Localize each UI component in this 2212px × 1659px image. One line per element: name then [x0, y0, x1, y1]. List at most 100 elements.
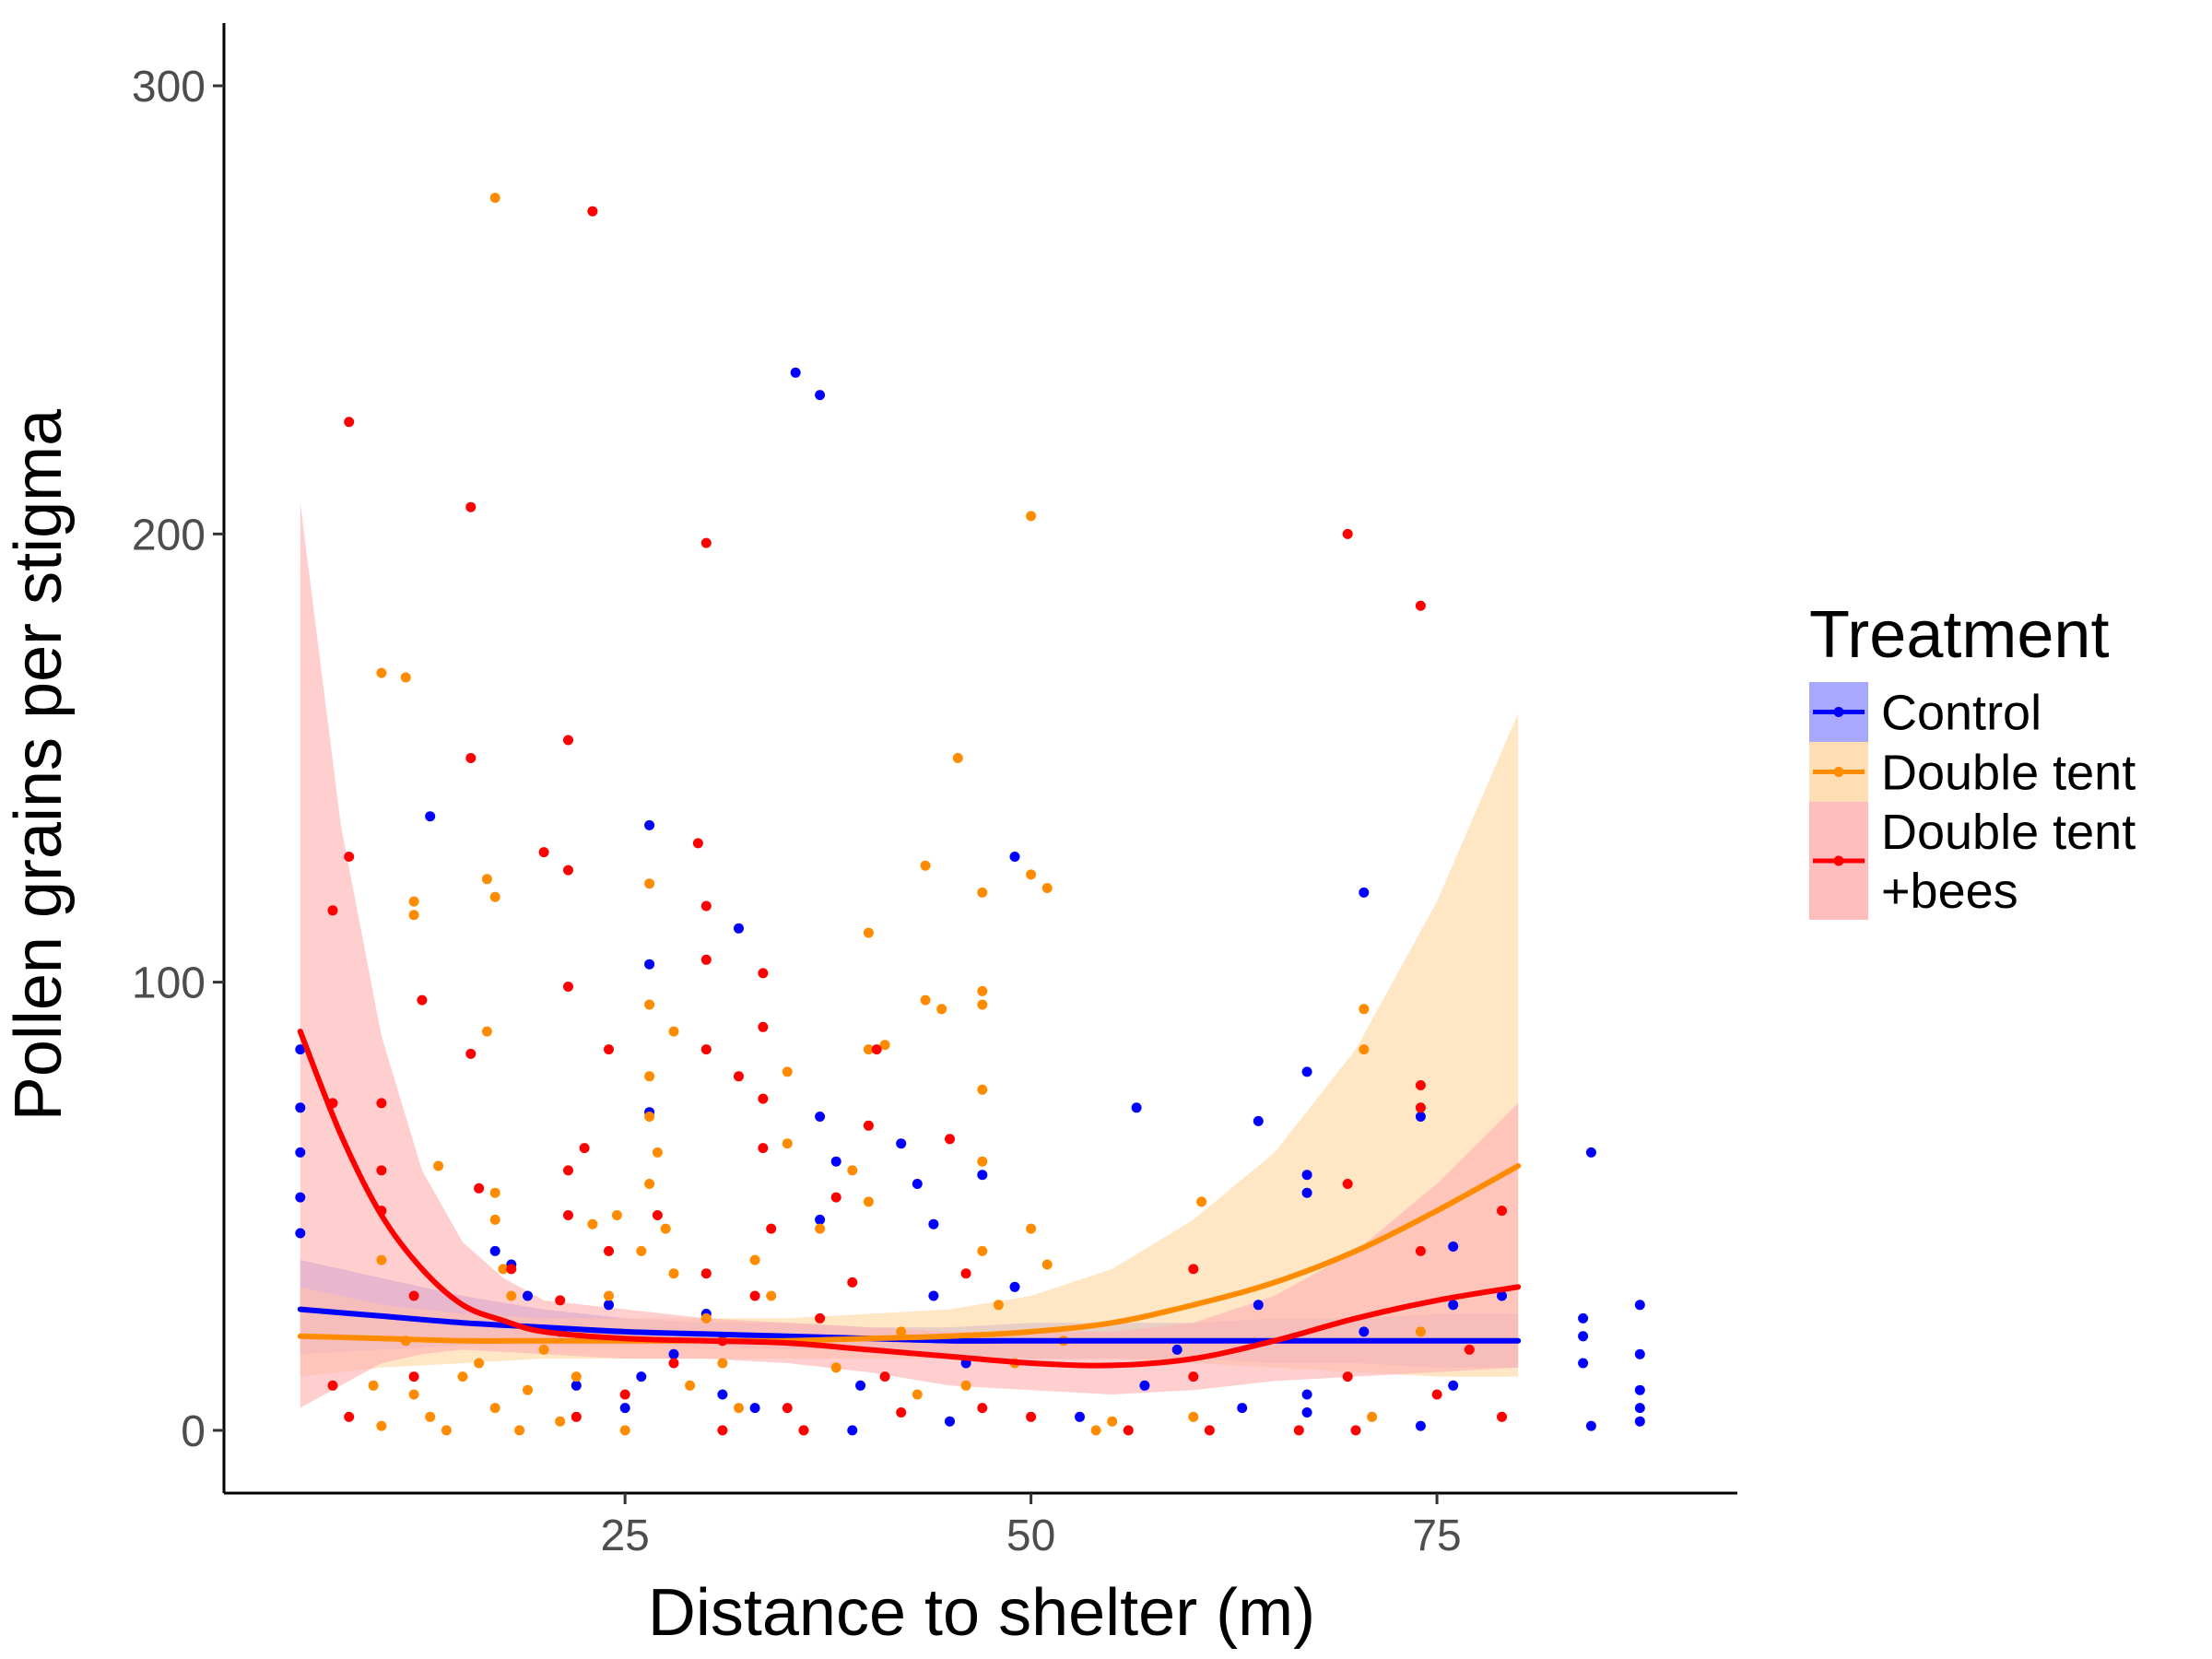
data-point-double-tent-bees [465, 753, 477, 763]
data-point-control [1237, 1403, 1248, 1414]
data-point-double-tent-bees [945, 1134, 955, 1145]
data-point-double-tent [408, 896, 419, 907]
data-point-double-tent-bees [1415, 1102, 1426, 1113]
y-tick-label: 0 [181, 1407, 206, 1456]
data-point-double-tent-bees [408, 1371, 419, 1382]
data-point-double-tent [782, 1066, 793, 1077]
data-point-double-tent-bees [571, 1411, 582, 1422]
y-axis-title: Pollen grains per stigma [2, 408, 76, 1121]
data-point-double-tent [489, 891, 500, 902]
data-point-double-tent [489, 1214, 500, 1225]
data-point-double-tent-bees [766, 1223, 777, 1234]
data-point-control [619, 1403, 630, 1414]
data-point-double-tent-bees [798, 1425, 809, 1436]
data-point-control [636, 1371, 647, 1382]
data-point-double-tent [960, 1380, 971, 1391]
data-point-double-tent-bees [1342, 1371, 1353, 1382]
data-point-control [1415, 1112, 1426, 1122]
data-point-double-tent-bees [1026, 1411, 1037, 1422]
data-point-double-tent [700, 1312, 712, 1324]
data-point-double-tent-bees [758, 968, 769, 979]
data-point-double-tent [489, 1403, 500, 1414]
data-point-control [928, 1218, 939, 1230]
data-point-double-tent [668, 1268, 679, 1279]
data-point-control [1131, 1102, 1142, 1113]
data-point-double-tent [457, 1371, 468, 1382]
data-point-control [1301, 1187, 1312, 1198]
data-point-double-tent-bees [555, 1295, 566, 1306]
data-point-control [668, 1348, 679, 1359]
data-point-double-tent-bees [417, 994, 428, 1006]
data-point-double-tent-bees [692, 838, 703, 849]
data-point-double-tent [1367, 1411, 1378, 1422]
data-point-double-tent [920, 860, 931, 871]
data-point-double-tent-bees [734, 1071, 744, 1082]
y-tick-label: 200 [132, 511, 206, 559]
data-point-double-tent [587, 1218, 598, 1230]
x-tick-label: 25 [600, 1512, 649, 1560]
data-point-double-tent [441, 1425, 452, 1436]
data-point-double-tent-bees [871, 1044, 882, 1055]
data-point-double-tent-bees [474, 1182, 485, 1194]
data-point-control [734, 923, 744, 934]
data-point-double-tent-bees [465, 1048, 477, 1059]
data-point-double-tent [644, 1112, 655, 1122]
data-point-double-tent-bees [376, 1098, 387, 1109]
data-point-control [790, 367, 801, 378]
data-point-double-tent-bees [563, 982, 573, 992]
data-point-double-tent [1090, 1425, 1101, 1436]
data-point-control [815, 1214, 826, 1225]
data-point-double-tent [766, 1290, 777, 1301]
data-point-double-tent [1359, 1044, 1370, 1055]
data-point-double-tent [936, 1004, 947, 1015]
data-point-control [1301, 1389, 1312, 1400]
data-point-double-tent [400, 672, 411, 683]
data-point-control [1009, 1281, 1020, 1292]
data-point-double-tent [644, 878, 655, 889]
data-point-double-tent-bees [563, 865, 573, 876]
data-point-control [815, 390, 826, 401]
data-point-double-tent-bees [1123, 1425, 1134, 1436]
data-point-double-tent [815, 1223, 826, 1234]
data-point-double-tent-bees [619, 1389, 630, 1400]
data-point-double-tent [408, 1389, 419, 1400]
data-point-control [830, 1156, 841, 1167]
y-ticks: 0 100 200 300 [132, 63, 224, 1456]
data-point-double-tent [644, 1179, 655, 1189]
data-point-double-tent [368, 1380, 379, 1391]
data-point-control [896, 1138, 907, 1149]
data-point-double-tent [879, 1040, 890, 1051]
data-point-double-tent-bees [506, 1264, 517, 1275]
data-point-double-tent-bees [1464, 1344, 1475, 1355]
data-point-double-tent-bees [977, 1403, 988, 1414]
data-point-control [1301, 1170, 1312, 1181]
data-point-double-tent-bees [1188, 1264, 1199, 1275]
data-point-control [425, 811, 436, 822]
data-point-double-tent [555, 1416, 566, 1427]
data-point-double-tent [498, 1264, 509, 1275]
data-point-double-tent [481, 1026, 492, 1037]
data-point-control [1359, 887, 1370, 898]
data-point-double-tent [481, 874, 492, 885]
data-point-double-tent-bees [652, 1210, 663, 1220]
data-point-double-tent [734, 1403, 744, 1414]
data-point-double-tent-bees [538, 847, 549, 858]
data-point-double-tent [636, 1245, 647, 1256]
data-point-control [1634, 1416, 1645, 1427]
data-point-double-tent [977, 887, 988, 898]
x-ticks: 25 50 75 [600, 1493, 1462, 1560]
data-point-control [1634, 1348, 1645, 1359]
data-point-double-tent [977, 1084, 988, 1095]
data-point-double-tent-bees [1497, 1411, 1507, 1422]
data-point-double-tent-bees [344, 417, 355, 428]
data-point-double-tent [652, 1147, 663, 1158]
data-point-double-tent-bees [563, 1165, 573, 1176]
data-point-control [1448, 1241, 1459, 1252]
data-point-double-tent [571, 1371, 582, 1382]
data-point-control [295, 1228, 306, 1239]
data-point-double-tent [977, 999, 988, 1010]
data-point-double-tent [782, 1138, 793, 1149]
data-point-double-tent [717, 1358, 728, 1369]
